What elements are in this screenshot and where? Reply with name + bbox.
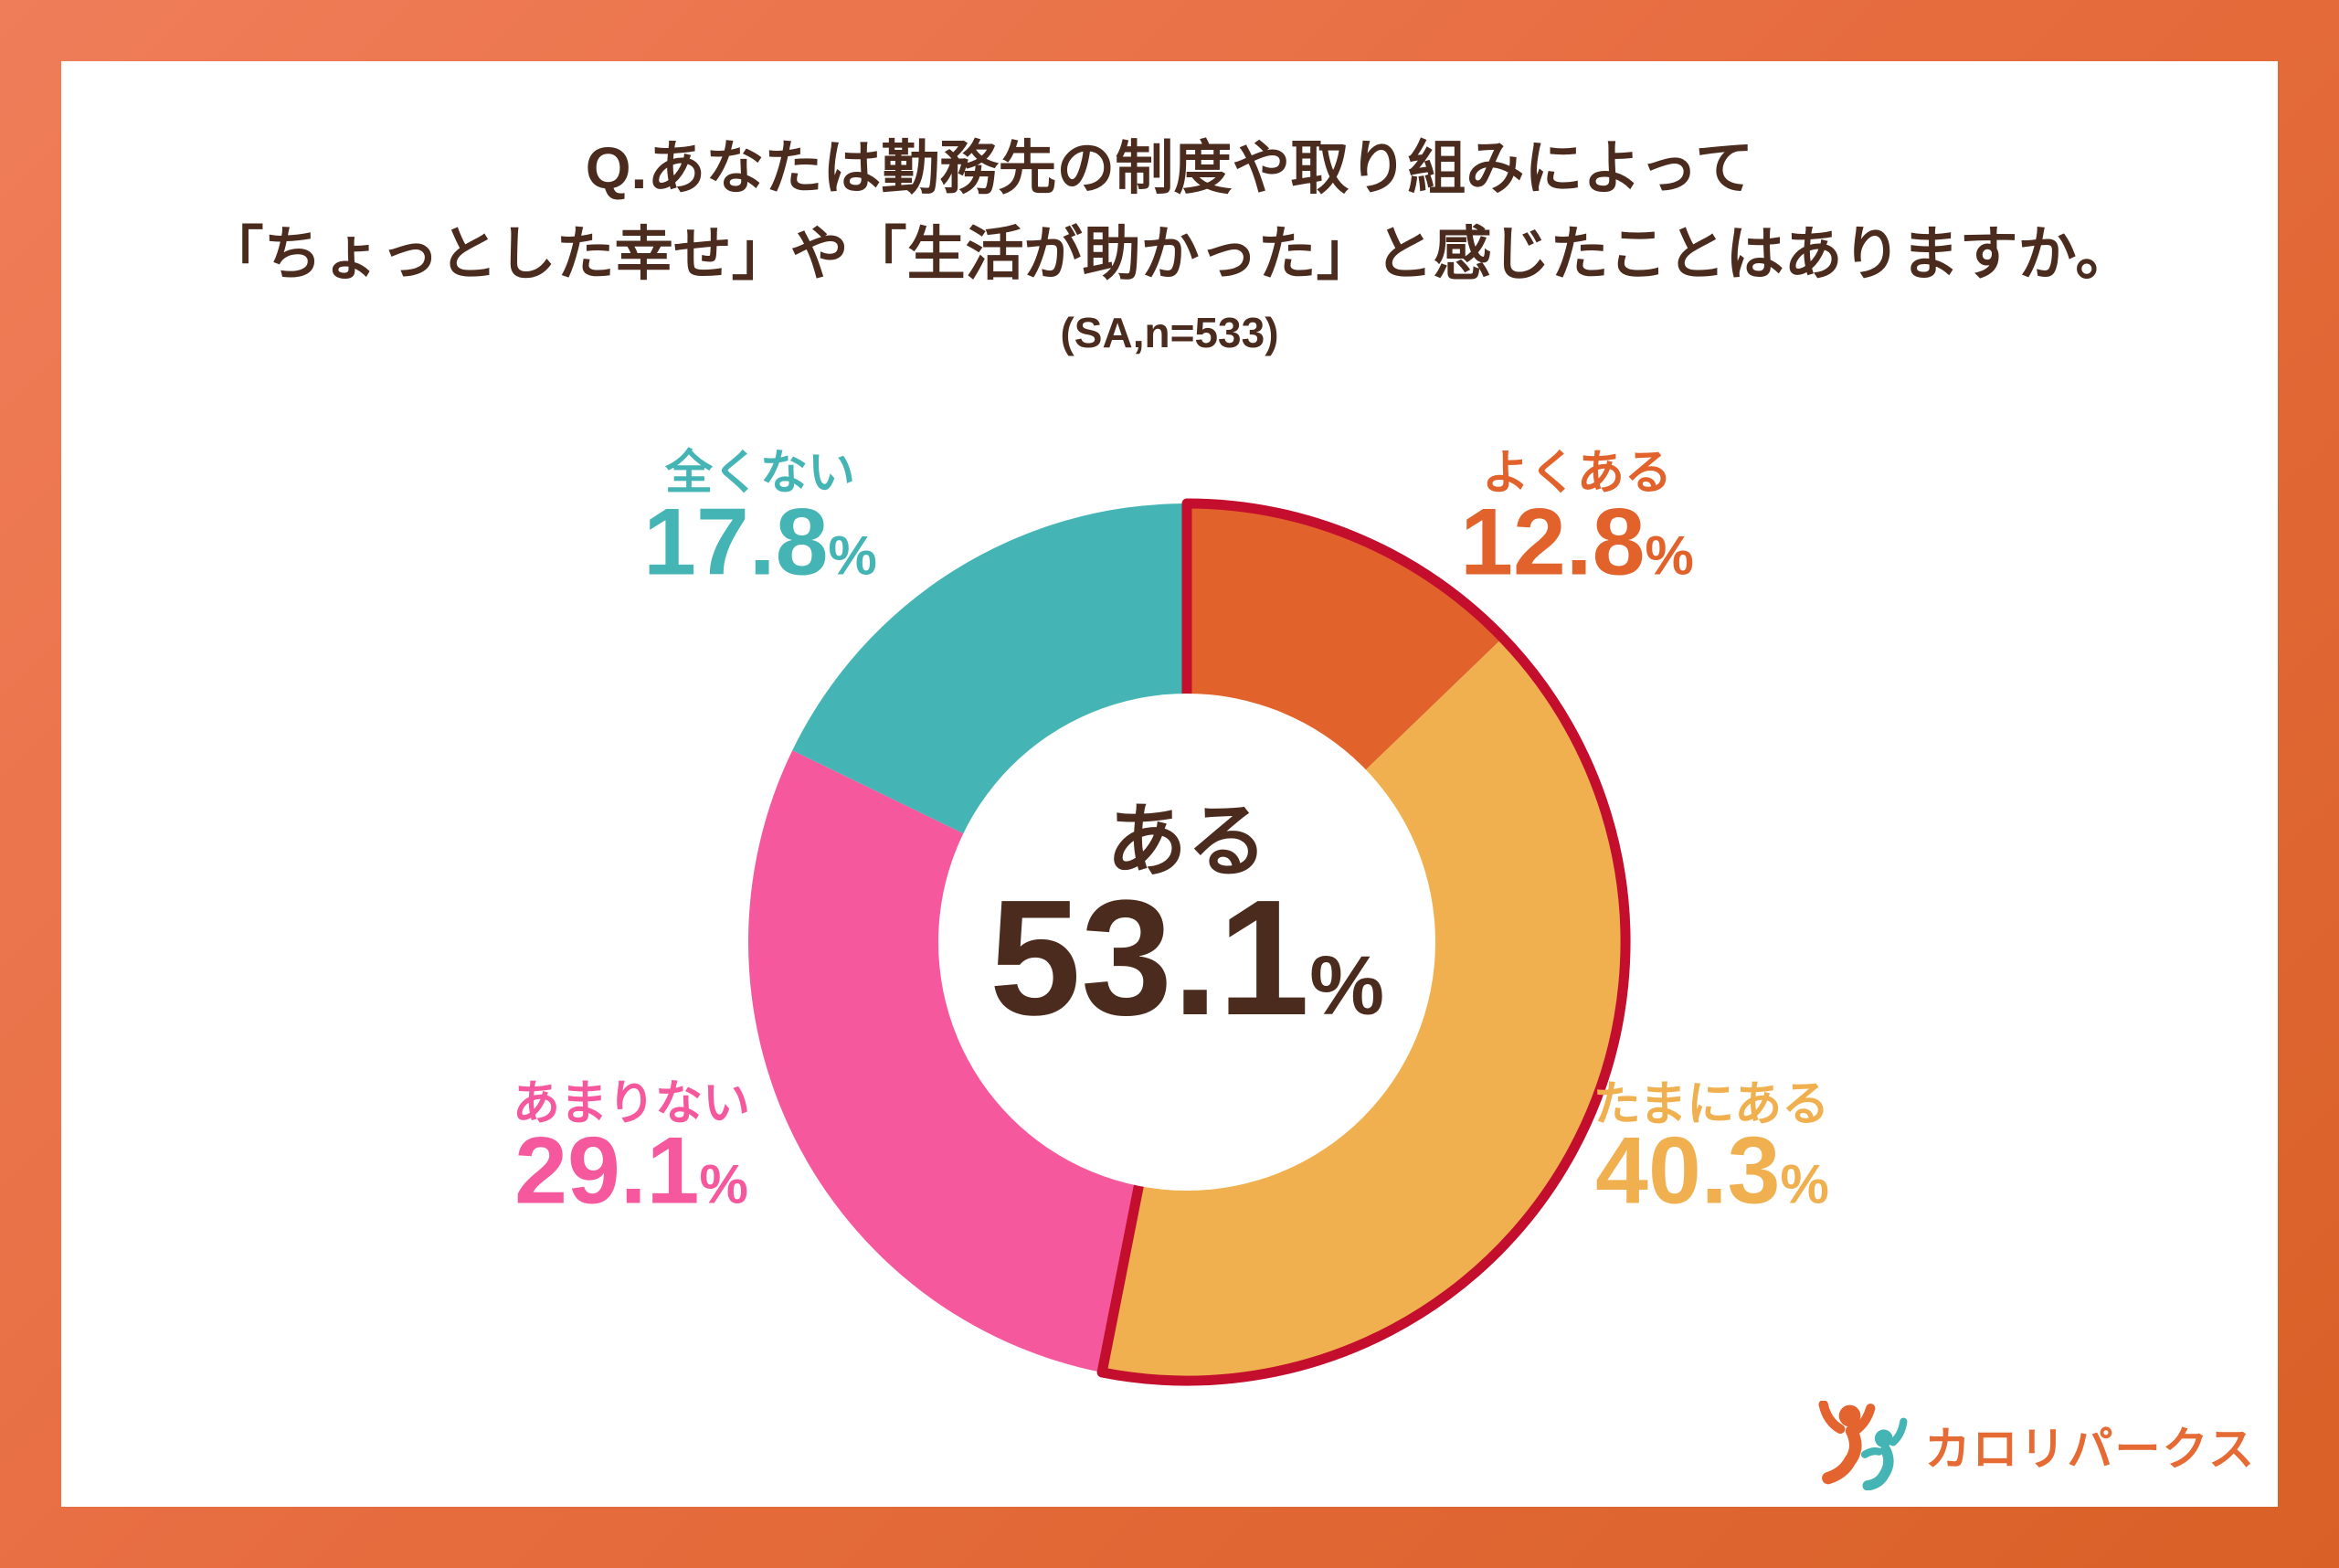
segment-value-number: 40.3	[1595, 1118, 1781, 1224]
donut-hole	[938, 694, 1435, 1191]
sample-size-note: (SA,n=533)	[1060, 309, 1279, 356]
segment-value-mattaku-nai: 17.8%	[643, 495, 877, 604]
brand-logo: カロリパークス	[1815, 1401, 2257, 1490]
segment-value-number: 17.8	[643, 489, 829, 596]
donut-chart	[748, 498, 1631, 1386]
percent-sign: %	[1780, 1153, 1829, 1215]
percent-sign: %	[1645, 524, 1694, 587]
segment-value-yoku-aru: 12.8%	[1460, 495, 1694, 604]
donut-center-label: ある	[1106, 796, 1268, 886]
segment-value-tama-ni-aru: 40.3%	[1595, 1124, 1829, 1233]
donut-center-value: 53.1%	[990, 876, 1384, 1068]
logo-mark-icon	[1818, 1401, 1907, 1490]
percent-sign: %	[1309, 939, 1385, 1033]
chart-card: Q.あなたは勤務先の制度や取り組みによって 「ちょっとした幸せ」や「生活が助かっ…	[61, 61, 2278, 1507]
chart-title-line1: Q.あなたは勤務先の制度や取り組みによって	[585, 135, 1754, 201]
segment-value-number: 12.8	[1460, 489, 1646, 596]
logo-text: カロリパークス	[1924, 1424, 2256, 1475]
segment-label-tama-ni-aru: たまにある	[1593, 1078, 1830, 1131]
segment-label-mattaku-nai: 全くない	[664, 447, 856, 500]
segment-label-amari-nai: あまりない	[512, 1077, 751, 1130]
highlight-outline	[1096, 498, 1631, 1386]
segment-value-amari-nai: 29.1%	[514, 1124, 748, 1233]
chart-title-line2: 「ちょっとした幸せ」や「生活が助かった」と感じたことはありますか。	[205, 221, 2134, 287]
segment-label-yoku-aru: よくある	[1481, 447, 1673, 500]
segment-value-number: 29.1	[514, 1118, 700, 1224]
center-value-number: 53.1	[989, 866, 1310, 1050]
chart-title: Q.あなたは勤務先の制度や取り組みによって 「ちょっとした幸せ」や「生活が助かっ…	[61, 125, 2278, 297]
percent-sign: %	[828, 524, 877, 587]
percent-sign: %	[699, 1153, 748, 1215]
